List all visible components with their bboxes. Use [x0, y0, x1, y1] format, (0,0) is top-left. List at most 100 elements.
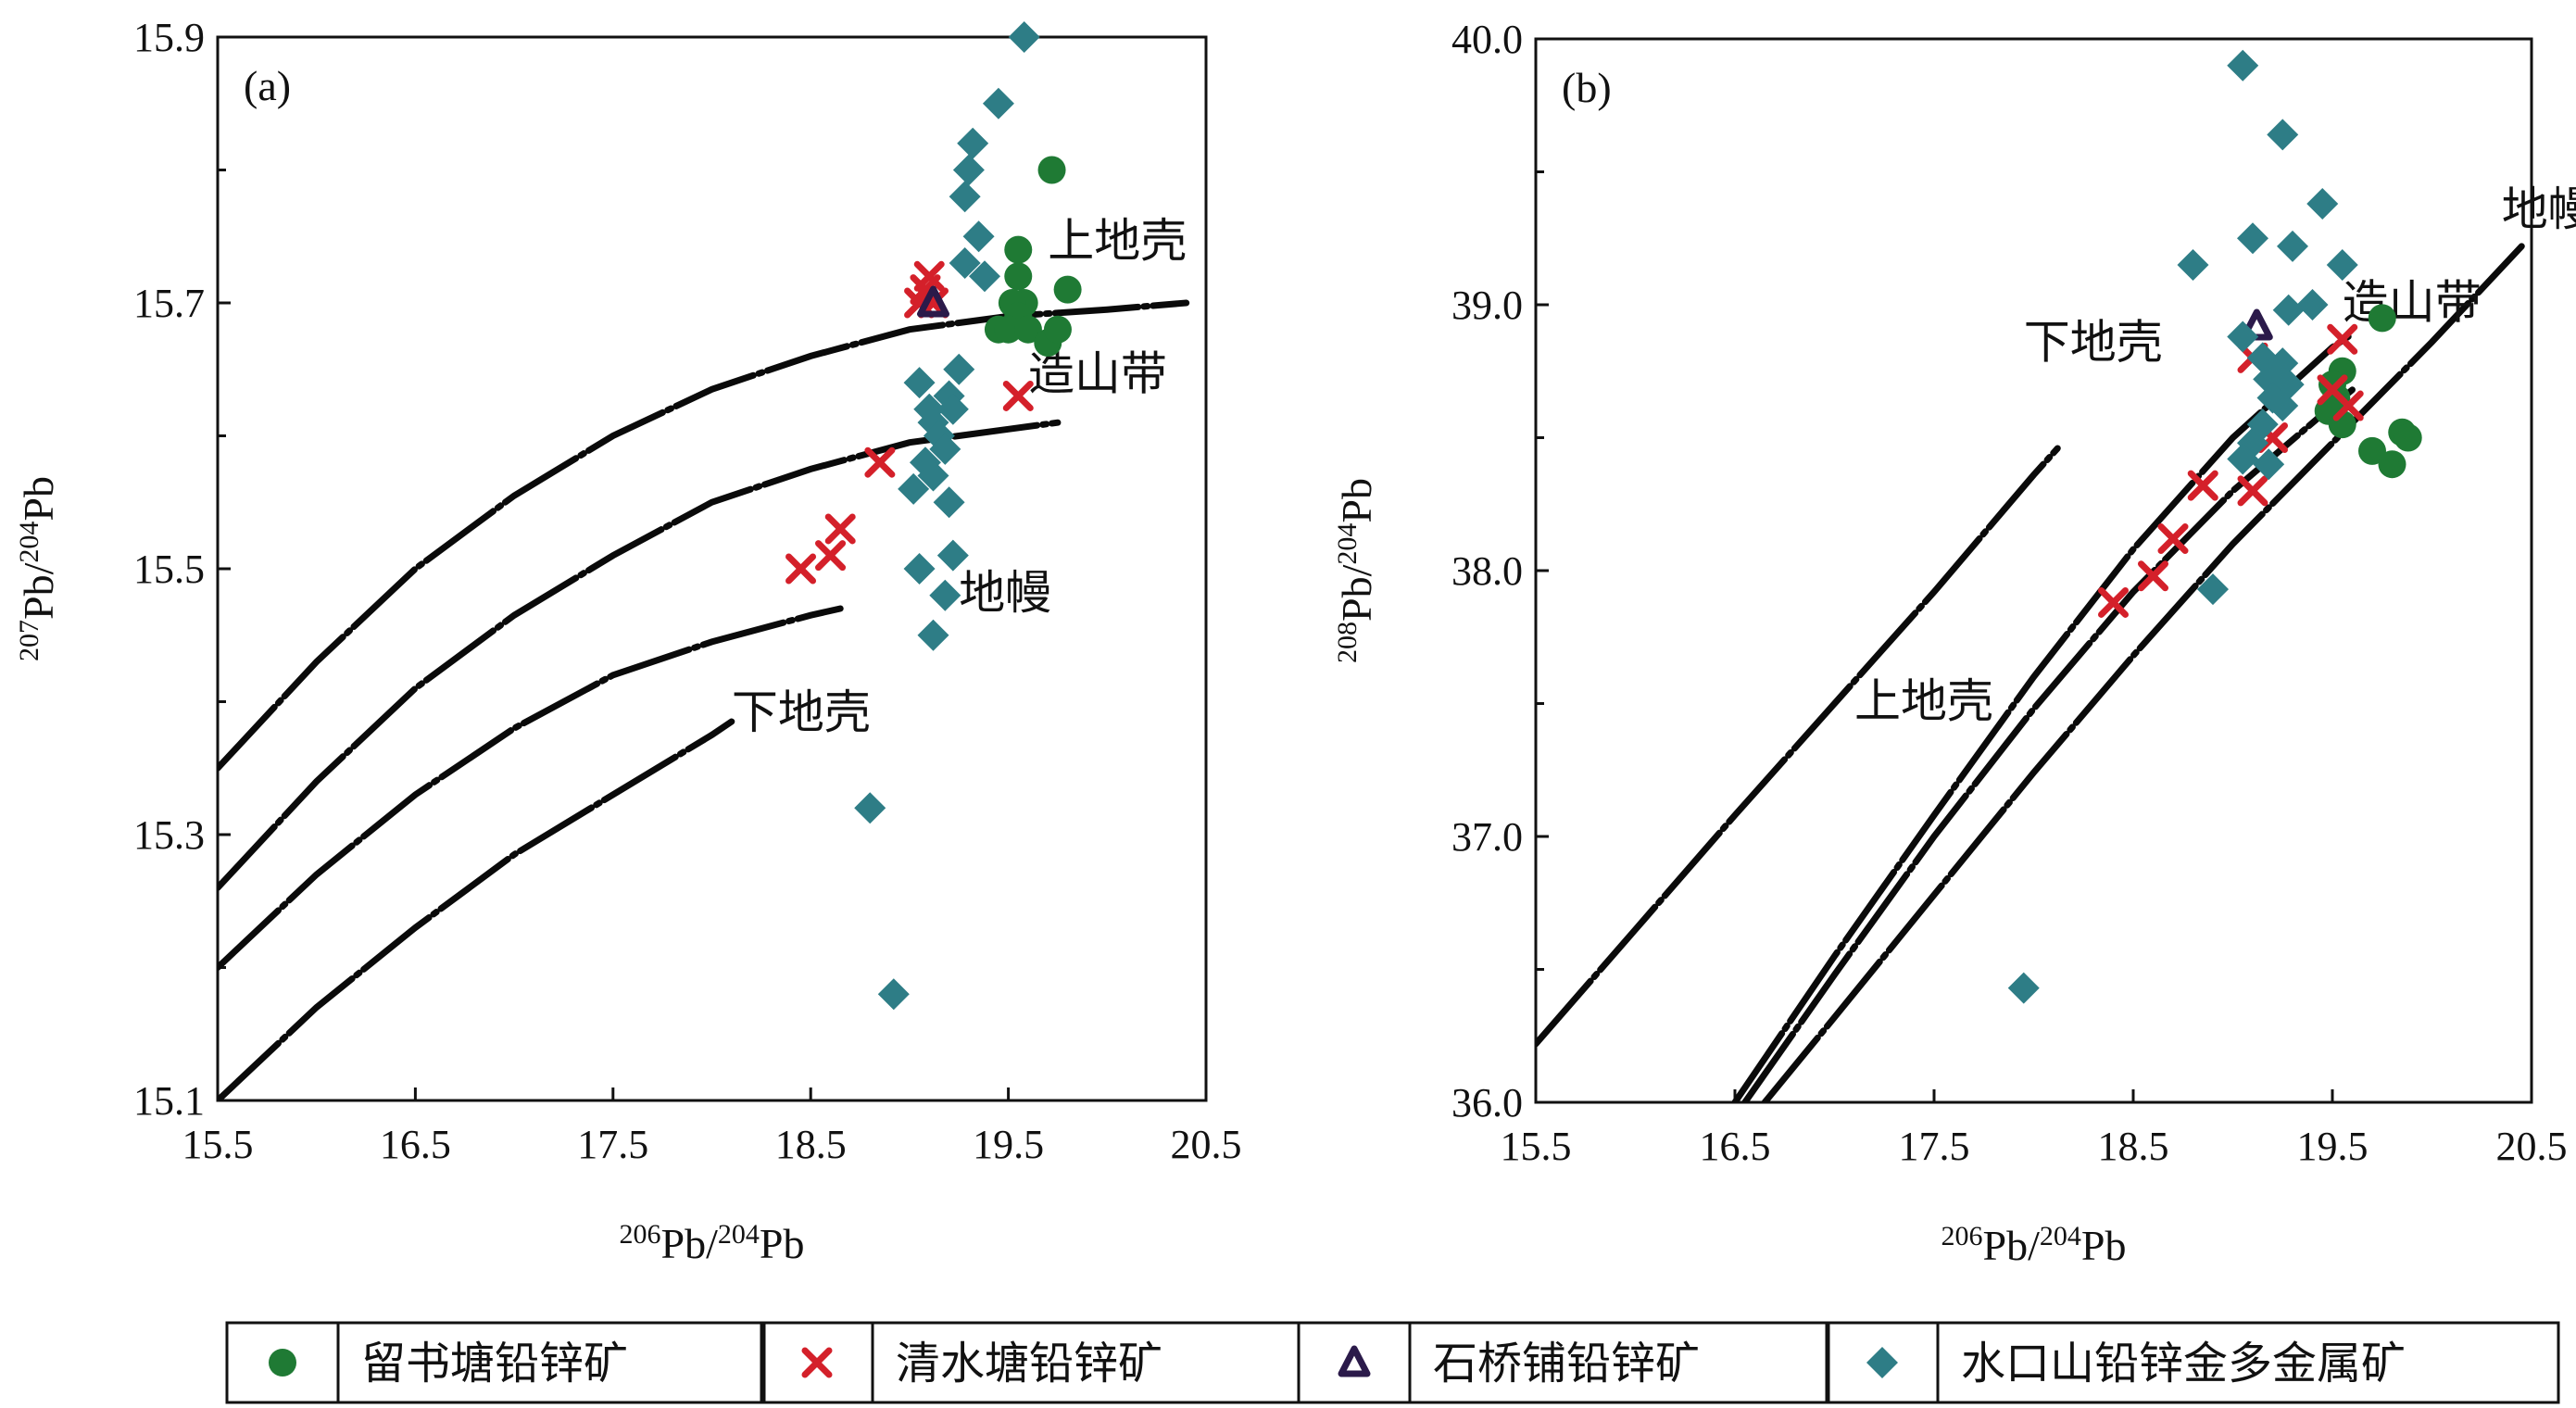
- x-axis-title: 206Pb/204Pb: [1941, 1221, 2127, 1270]
- data-point: [2394, 423, 2422, 452]
- data-point: [2237, 475, 2268, 507]
- data-point: [2187, 470, 2218, 501]
- x-axis-title: 206Pb/204Pb: [620, 1219, 805, 1268]
- data-point: [952, 154, 985, 186]
- legend-item-shuikoushan: 水口山铅锌金多金属矿: [1825, 1321, 2560, 1404]
- evolution-curves: [218, 299, 1190, 1100]
- x-tick-label: 17.5: [577, 1122, 648, 1167]
- data-point: [1053, 275, 1082, 304]
- evolution-curves: [1536, 243, 2525, 1102]
- legend-label: 石桥铺铅锌矿: [1433, 1338, 1700, 1389]
- curve-label: 下地壳: [732, 685, 871, 739]
- x-tick-label: 20.5: [1171, 1122, 1242, 1167]
- y-tick-label: 36.0: [1451, 1080, 1523, 1125]
- data-point: [2197, 573, 2229, 606]
- data-point: [1008, 21, 1040, 53]
- data-point: [929, 433, 961, 465]
- data-point: [2327, 323, 2358, 355]
- data-point: [2296, 289, 2329, 321]
- data-point: [943, 353, 975, 385]
- data-point: [2237, 222, 2268, 255]
- data-point: [1004, 235, 1033, 264]
- series-qingshuitang: [2098, 323, 2364, 618]
- data-point: [2267, 119, 2299, 151]
- evolution-curve: [218, 299, 1190, 772]
- y-tick-label: 15.3: [133, 812, 205, 858]
- curve-label: 上地壳: [1048, 214, 1187, 268]
- data-point: [949, 181, 981, 213]
- data-point: [898, 472, 930, 505]
- data-point: [982, 87, 1014, 119]
- y-tick-label: 37.0: [1451, 814, 1523, 860]
- curve-label: 造山带: [2343, 275, 2482, 329]
- data-point: [1037, 156, 1066, 184]
- y-axis-title: 207Pb/204Pb: [14, 476, 63, 661]
- y-axis-title: 208Pb/204Pb: [1332, 478, 1381, 663]
- data-point: [2253, 448, 2285, 481]
- curve-label: 下地壳: [2024, 315, 2163, 369]
- evolution-curve: [1741, 386, 2356, 1102]
- data-point: [903, 367, 936, 399]
- legend-swatch-box: [1297, 1321, 1412, 1404]
- x-tick-label: 15.5: [182, 1122, 254, 1167]
- data-point: [903, 553, 936, 585]
- data-point: [994, 315, 1023, 344]
- curve-label: 地幔: [959, 566, 1051, 620]
- data-point: [2227, 321, 2259, 353]
- data-point: [933, 486, 965, 519]
- data-point: [962, 220, 995, 253]
- legend: 留书塘铅锌矿 清水塘铅锌矿 石桥铺铅锌矿 水口山铅锌金多金属矿: [225, 1321, 2560, 1404]
- data-point: [2378, 450, 2406, 479]
- data-point: [824, 513, 856, 545]
- data-point: [2227, 49, 2259, 82]
- y-tick-label: 39.0: [1451, 283, 1523, 328]
- x-tick-label: 19.5: [2297, 1124, 2369, 1169]
- data-point: [2138, 560, 2168, 592]
- data-point: [917, 459, 949, 492]
- data-point: [936, 539, 969, 572]
- x-tick-label: 16.5: [1700, 1124, 1771, 1169]
- data-point: [929, 579, 961, 611]
- data-point: [2267, 390, 2299, 422]
- legend-label: 清水塘铅锌矿: [896, 1338, 1162, 1389]
- x-tick-label: 20.5: [2496, 1124, 2568, 1169]
- data-point: [2277, 230, 2308, 262]
- y-tick-label: 15.9: [133, 15, 205, 60]
- data-point: [923, 420, 955, 452]
- x-tick-label: 15.5: [1501, 1124, 1572, 1169]
- evolution-curve: [1731, 333, 2352, 1102]
- plot-frame: [216, 35, 1208, 1102]
- data-point: [2332, 390, 2364, 421]
- data-point: [2227, 443, 2259, 475]
- data-point: [877, 978, 910, 1011]
- series-shiqiaopu: [917, 285, 950, 318]
- data-point: [1002, 380, 1034, 411]
- data-point: [936, 393, 969, 425]
- panel-label: (b): [1562, 64, 1612, 111]
- data-point: [957, 127, 989, 159]
- series-qingshuitang: [785, 260, 1034, 585]
- x-tick-label: 18.5: [2098, 1124, 2169, 1169]
- x-tick-label: 19.5: [973, 1122, 1044, 1167]
- data-point: [854, 792, 886, 824]
- y-tick-label: 15.1: [133, 1078, 205, 1124]
- data-point: [968, 260, 1000, 293]
- y-tick-label: 38.0: [1451, 548, 1523, 594]
- legend-item-liushutang: 留书塘铅锌矿: [225, 1321, 766, 1404]
- x-tick-label: 18.5: [775, 1122, 847, 1167]
- data-point: [917, 407, 949, 439]
- y-tick-label: 15.5: [133, 547, 205, 592]
- evolution-curve: [218, 419, 1062, 891]
- legend-label-box: [336, 1321, 766, 1404]
- x-tick-label: 16.5: [380, 1122, 451, 1167]
- data-point: [864, 446, 896, 478]
- evolution-curve: [218, 718, 735, 1100]
- series-shuikoushan: [854, 21, 1040, 1011]
- evolution-curve: [1536, 445, 2061, 1048]
- data-point: [2177, 248, 2209, 281]
- data-point: [2358, 436, 2386, 465]
- legend-label: 水口山铅锌金多金属矿: [1961, 1338, 2406, 1389]
- data-point: [2098, 586, 2129, 618]
- data-point: [1013, 315, 1042, 344]
- data-point: [917, 285, 950, 318]
